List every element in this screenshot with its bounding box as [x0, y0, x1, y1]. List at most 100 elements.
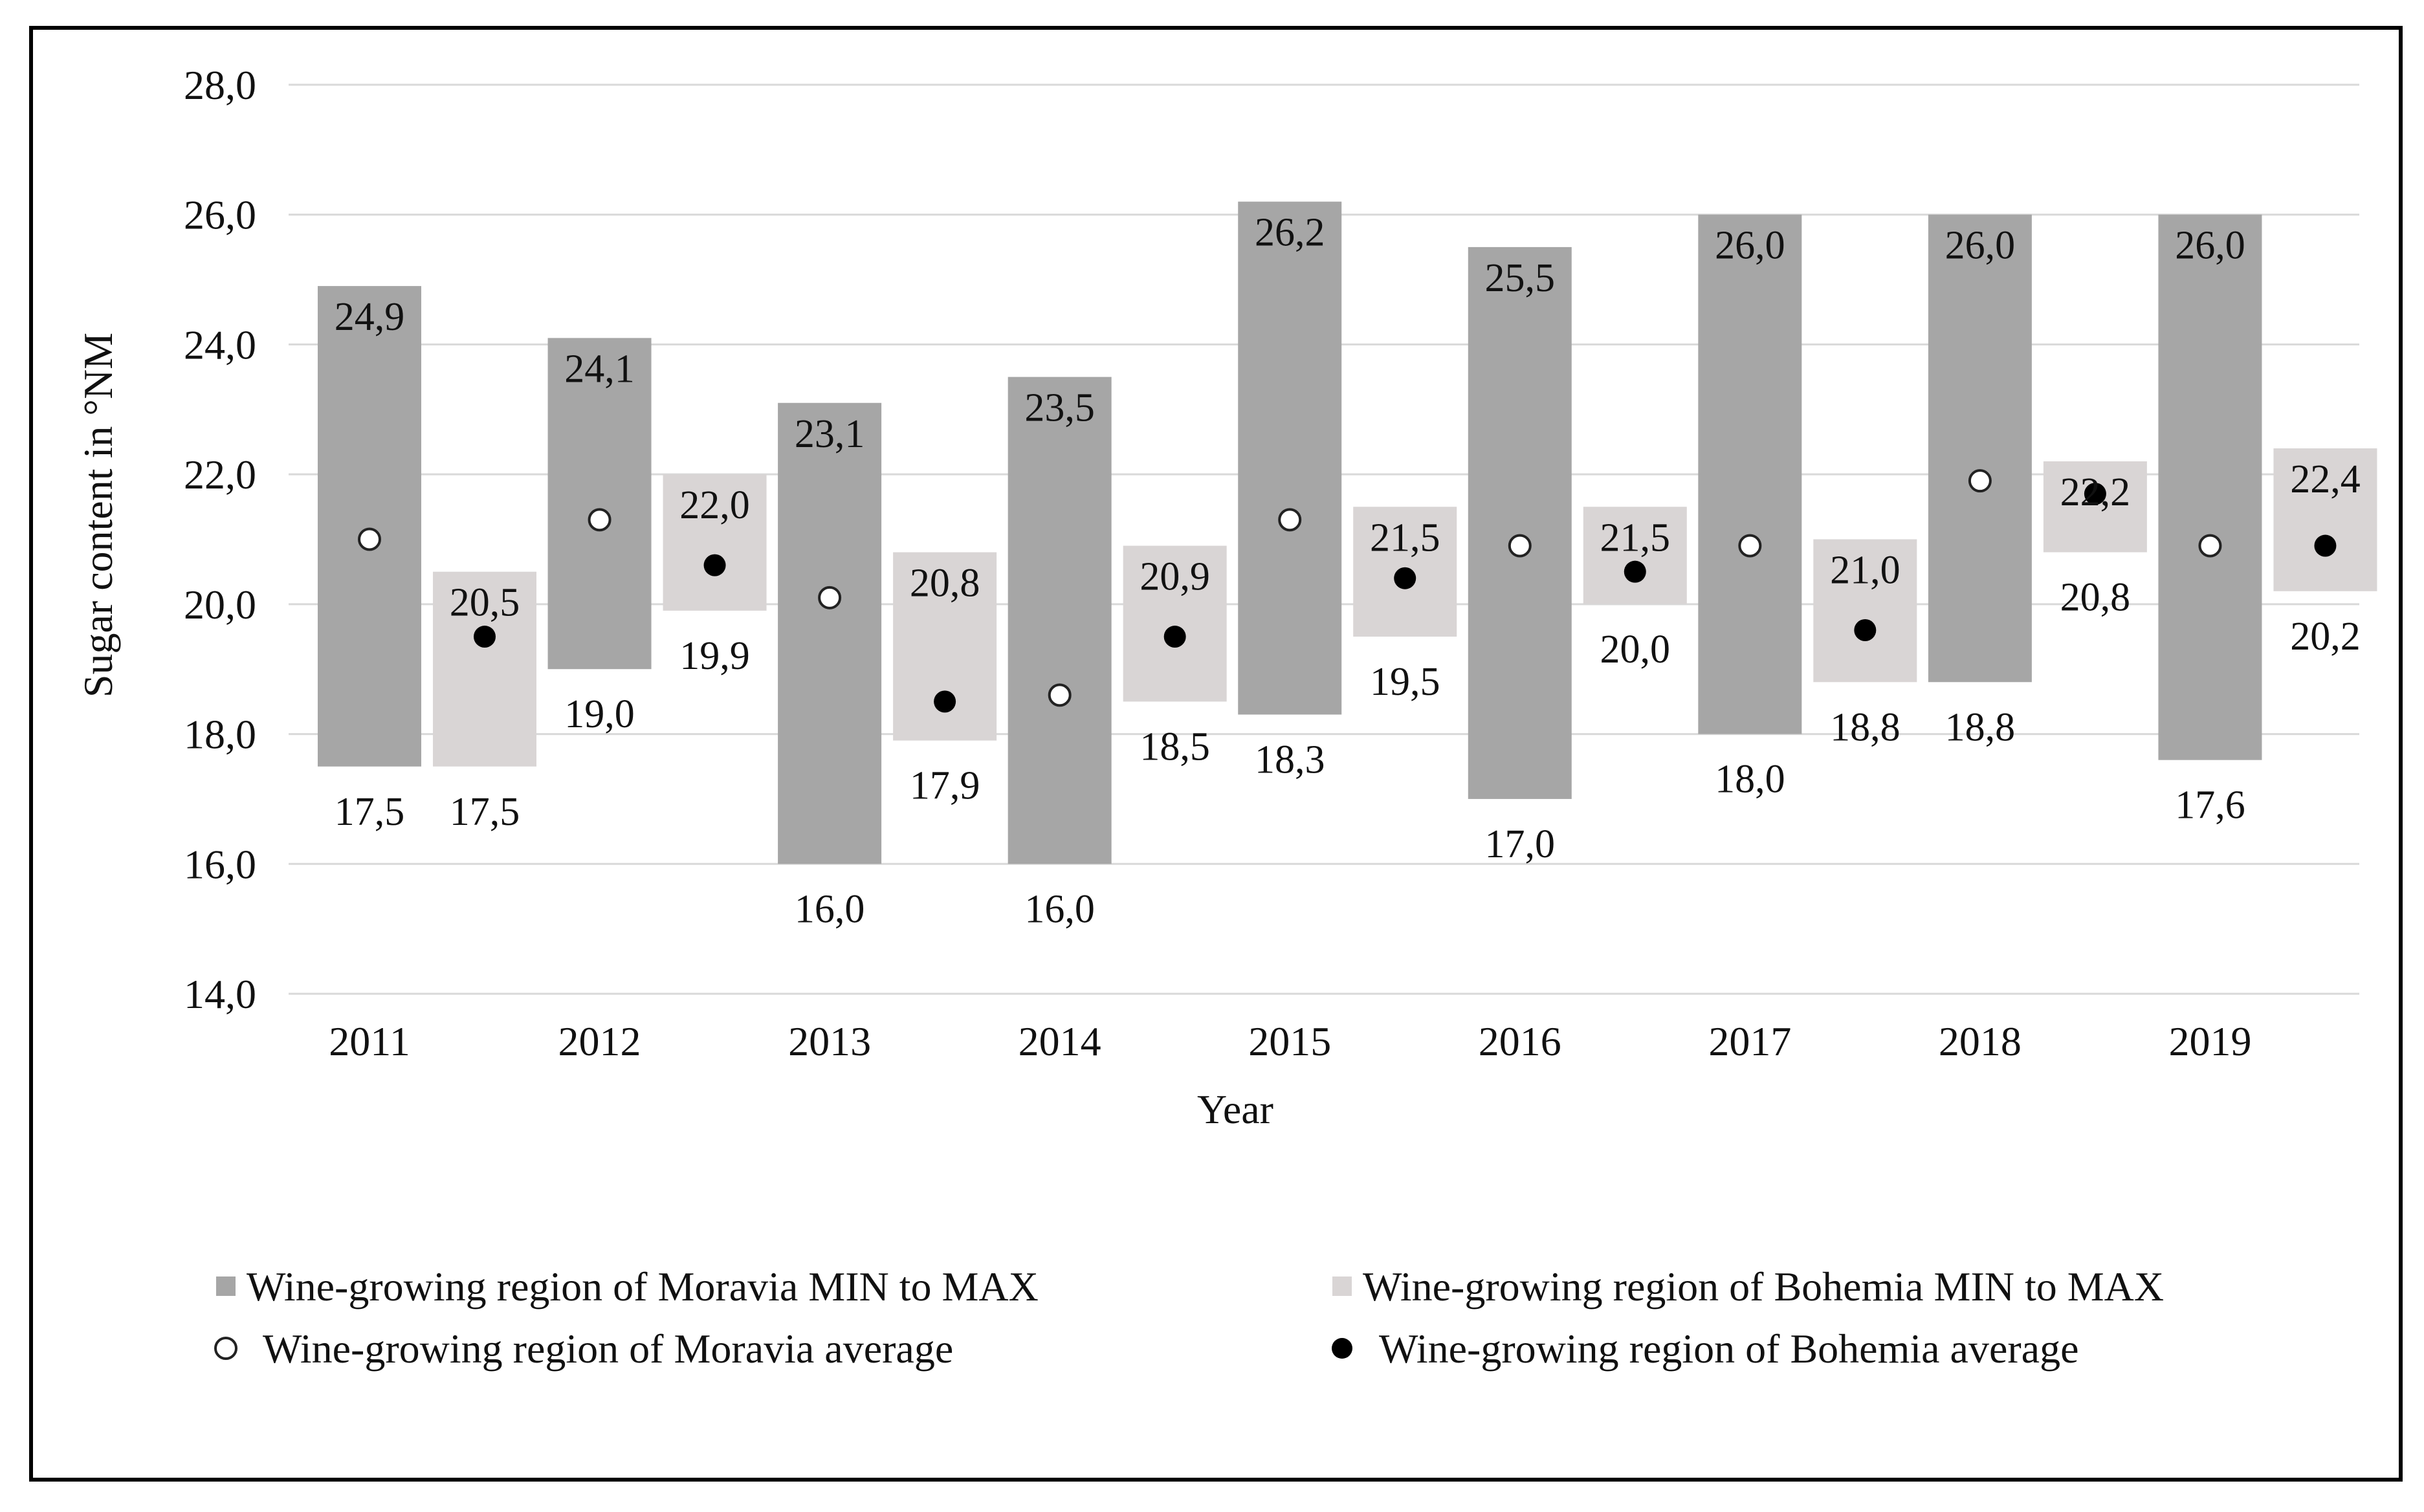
legend-label-moravia-range: Wine-growing region of Moravia MIN to MA…	[247, 1264, 1039, 1309]
bohemia-min-label: 19,9	[679, 634, 750, 678]
legend: Wine-growing region of Moravia MIN to MA…	[214, 1264, 2164, 1372]
moravia-average-point	[1738, 534, 1762, 558]
legend-item-bohemia-average: Wine-growing region of Bohemia average	[1332, 1326, 2078, 1372]
bohemia-min-label: 20,2	[2290, 615, 2361, 659]
y-tick-label: 28,0	[184, 62, 256, 108]
bohemia-max-label: 20,8	[910, 562, 980, 606]
average-points	[358, 469, 2337, 713]
legend-marker-moravia-average	[214, 1337, 237, 1360]
bohemia-min-label: 18,8	[1830, 705, 1901, 749]
moravia-average-point	[1278, 508, 1302, 532]
bohemia-min-label: 20,8	[2060, 576, 2131, 620]
moravia-max-label: 23,1	[795, 412, 865, 456]
moravia-min-label: 16,0	[1024, 887, 1095, 931]
bohemia-max-label: 21,5	[1370, 516, 1440, 560]
moravia-average-point	[818, 586, 842, 609]
legend-item-moravia-range: Wine-growing region of Moravia MIN to MA…	[216, 1264, 1039, 1309]
moravia-range-bar	[1928, 214, 2032, 683]
moravia-max-label: 23,5	[1024, 386, 1095, 430]
moravia-max-label: 26,0	[1945, 224, 2016, 268]
y-tick-label: 26,0	[184, 192, 256, 238]
data-labels: 24,9 17,5 20,5 17,5 24,1 19,0 22,0 19,9 23,1 16,0…	[335, 211, 2361, 932]
x-axis-title: Year	[1197, 1086, 1273, 1132]
moravia-min-label: 18,3	[1255, 738, 1325, 782]
legend-label-bohemia-average: Wine-growing region of Bohemia average	[1379, 1326, 2078, 1372]
moravia-average-point	[588, 508, 612, 532]
bohemia-range-bar	[1813, 539, 1917, 683]
bohemia-min-label: 19,5	[1370, 660, 1440, 704]
x-tick-label: 2012	[558, 1018, 641, 1064]
chart-frame: 14,0 16,0 18,0 20,0 22,0 24,0 26,0 28,0 24,9 17,…	[29, 26, 2403, 1482]
x-tick-label: 2018	[1939, 1018, 2022, 1064]
legend-label-moravia-average: Wine-growing region of Moravia average	[263, 1326, 953, 1372]
moravia-min-label: 17,0	[1485, 822, 1556, 866]
x-tick-label: 2013	[788, 1018, 871, 1064]
bohemia-average-point	[2084, 483, 2106, 505]
moravia-max-label: 26,0	[1715, 224, 1785, 268]
bohemia-max-label: 21,5	[1600, 516, 1671, 560]
bohemia-max-label: 21,0	[1830, 549, 1901, 593]
moravia-min-label: 19,0	[564, 692, 635, 736]
bohemia-average-point	[1854, 619, 1877, 641]
range-bars	[318, 201, 2377, 864]
bohemia-range-bar	[663, 474, 767, 611]
x-tick-label: 2017	[1708, 1018, 1791, 1064]
bohemia-average-point	[2314, 534, 2337, 557]
moravia-range-bar	[1468, 247, 1572, 799]
legend-swatch-moravia-range	[216, 1276, 236, 1296]
x-tick-label: 2016	[1479, 1018, 1561, 1064]
moravia-range-bar	[778, 402, 882, 864]
moravia-range-bar	[1238, 201, 1342, 715]
moravia-average-point	[2198, 534, 2222, 558]
legend-item-moravia-average: Wine-growing region of Moravia average	[214, 1326, 953, 1372]
legend-item-bohemia-range: Wine-growing region of Bohemia MIN to MA…	[1332, 1264, 2164, 1309]
x-tick-label: 2015	[1248, 1018, 1331, 1064]
moravia-range-bar	[2158, 214, 2262, 760]
chart-svg: 14,0 16,0 18,0 20,0 22,0 24,0 26,0 28,0 24,9 17,…	[75, 62, 2377, 1372]
legend-label-bohemia-range: Wine-growing region of Bohemia MIN to MA…	[1363, 1264, 2164, 1309]
legend-swatch-bohemia-range	[1332, 1276, 1352, 1296]
bohemia-range-bar	[2043, 461, 2147, 553]
bohemia-max-label: 22,0	[679, 483, 750, 527]
bohemia-average-point	[474, 626, 496, 648]
moravia-max-label: 24,1	[564, 347, 635, 391]
legend-marker-bohemia-average	[1332, 1338, 1352, 1359]
moravia-max-label: 25,5	[1485, 256, 1556, 300]
y-tick-label: 22,0	[184, 452, 256, 498]
bohemia-max-label: 20,9	[1140, 555, 1210, 599]
moravia-average-point	[1048, 683, 1072, 707]
moravia-average-point	[1968, 469, 1992, 493]
bohemia-max-label: 22,4	[2290, 457, 2361, 501]
moravia-min-label: 18,8	[1945, 705, 2016, 749]
bohemia-min-label: 20,0	[1600, 628, 1671, 672]
x-axis-ticks: 2011 2012 2013 2014 2015 2016 2017 2018 2019	[329, 1018, 2251, 1064]
moravia-range-bar	[318, 286, 421, 767]
bohemia-range-bar	[2273, 448, 2377, 591]
y-axis-ticks: 14,0 16,0 18,0 20,0 22,0 24,0 26,0 28,0	[184, 62, 256, 1017]
bohemia-average-point	[934, 690, 956, 713]
moravia-max-label: 24,9	[335, 295, 405, 339]
bohemia-average-point	[703, 554, 726, 576]
moravia-max-label: 26,0	[2175, 224, 2245, 268]
moravia-min-label: 16,0	[795, 887, 865, 931]
moravia-range-bar	[1008, 377, 1112, 864]
moravia-min-label: 17,5	[335, 790, 405, 834]
bohemia-average-point	[1624, 560, 1646, 583]
moravia-average-point	[358, 527, 381, 551]
moravia-range-bar	[547, 338, 652, 670]
bohemia-range-bar	[1583, 507, 1687, 604]
x-tick-label: 2014	[1019, 1018, 1101, 1064]
bohemia-max-label: 22,2	[2060, 470, 2131, 514]
moravia-average-point	[1508, 534, 1532, 558]
moravia-range-bar	[1698, 214, 1802, 734]
bohemia-average-point	[1163, 626, 1186, 648]
y-tick-label: 14,0	[184, 971, 256, 1017]
moravia-max-label: 26,2	[1255, 211, 1325, 255]
y-tick-label: 20,0	[184, 582, 256, 628]
bohemia-min-label: 17,5	[450, 790, 520, 834]
bohemia-range-bar	[1123, 545, 1227, 702]
moravia-min-label: 17,6	[2175, 783, 2245, 827]
moravia-min-label: 18,0	[1715, 758, 1785, 802]
x-tick-label: 2011	[329, 1018, 410, 1064]
bohemia-min-label: 18,5	[1140, 725, 1210, 769]
